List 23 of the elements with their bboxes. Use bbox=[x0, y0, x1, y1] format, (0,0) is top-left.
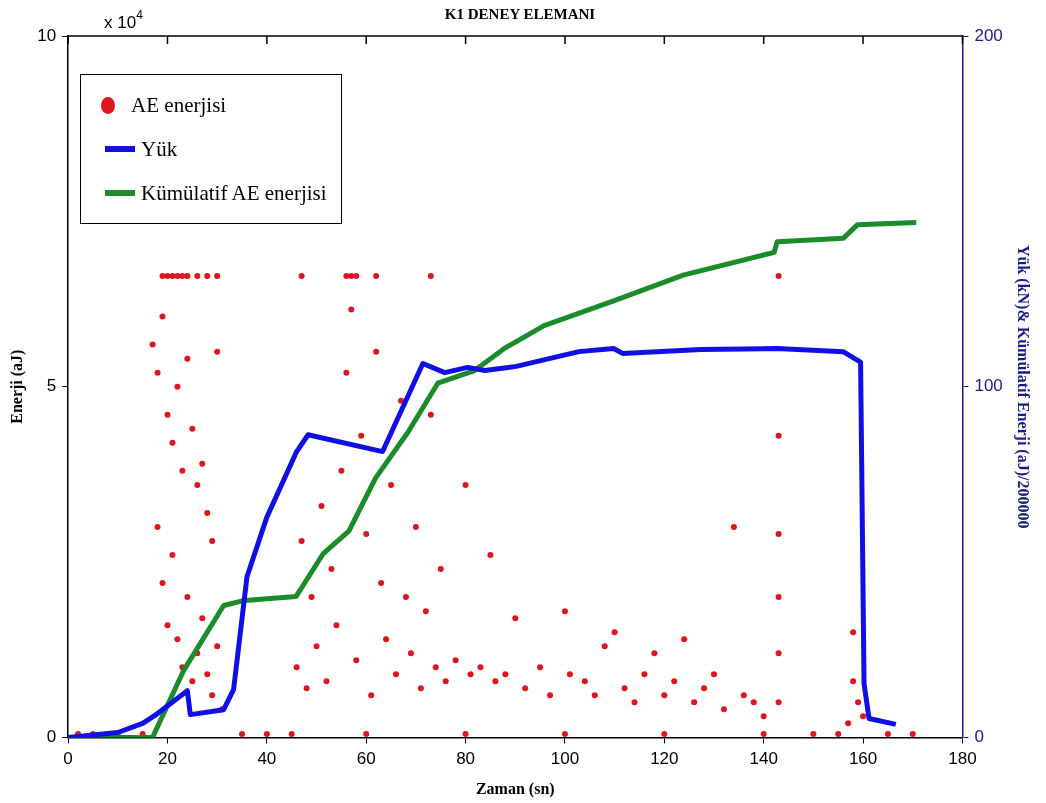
x-tick-label: 80 bbox=[456, 749, 476, 769]
y2-tick-label: 100 bbox=[974, 376, 1003, 396]
x-tick-label: 40 bbox=[257, 749, 277, 769]
legend-label: Kümülatif AE enerjisi bbox=[141, 180, 327, 206]
x-tick-label: 120 bbox=[650, 749, 679, 769]
y-axis-title: Enerji (aJ) bbox=[7, 349, 26, 424]
x-tick-label: 100 bbox=[550, 749, 580, 769]
x-axis-title: Zaman (sn) bbox=[475, 779, 555, 798]
x-tick-label: 140 bbox=[749, 749, 778, 769]
y-tick-label: 5 bbox=[46, 376, 57, 396]
x-tick-label: 0 bbox=[63, 749, 73, 769]
y2-axis-title: Yük (kN)& Kümülatif Enerji (aJ)/200000 bbox=[1014, 244, 1033, 529]
x-tick-label: 160 bbox=[848, 749, 878, 769]
x-tick-label: 20 bbox=[158, 749, 177, 769]
x-tick-label: 60 bbox=[356, 749, 376, 769]
y2-tick-label: 0 bbox=[974, 727, 984, 747]
x-tick-label: 180 bbox=[948, 749, 977, 769]
y-tick-label: 0 bbox=[46, 727, 57, 747]
chart-title: K1 DENEY ELEMANI bbox=[444, 5, 596, 22]
legend-label: Yük bbox=[141, 136, 178, 162]
y2-tick-label: 200 bbox=[974, 25, 1003, 45]
legend-label: AE enerjisi bbox=[131, 92, 227, 118]
y-tick-label: 10 bbox=[37, 25, 57, 45]
